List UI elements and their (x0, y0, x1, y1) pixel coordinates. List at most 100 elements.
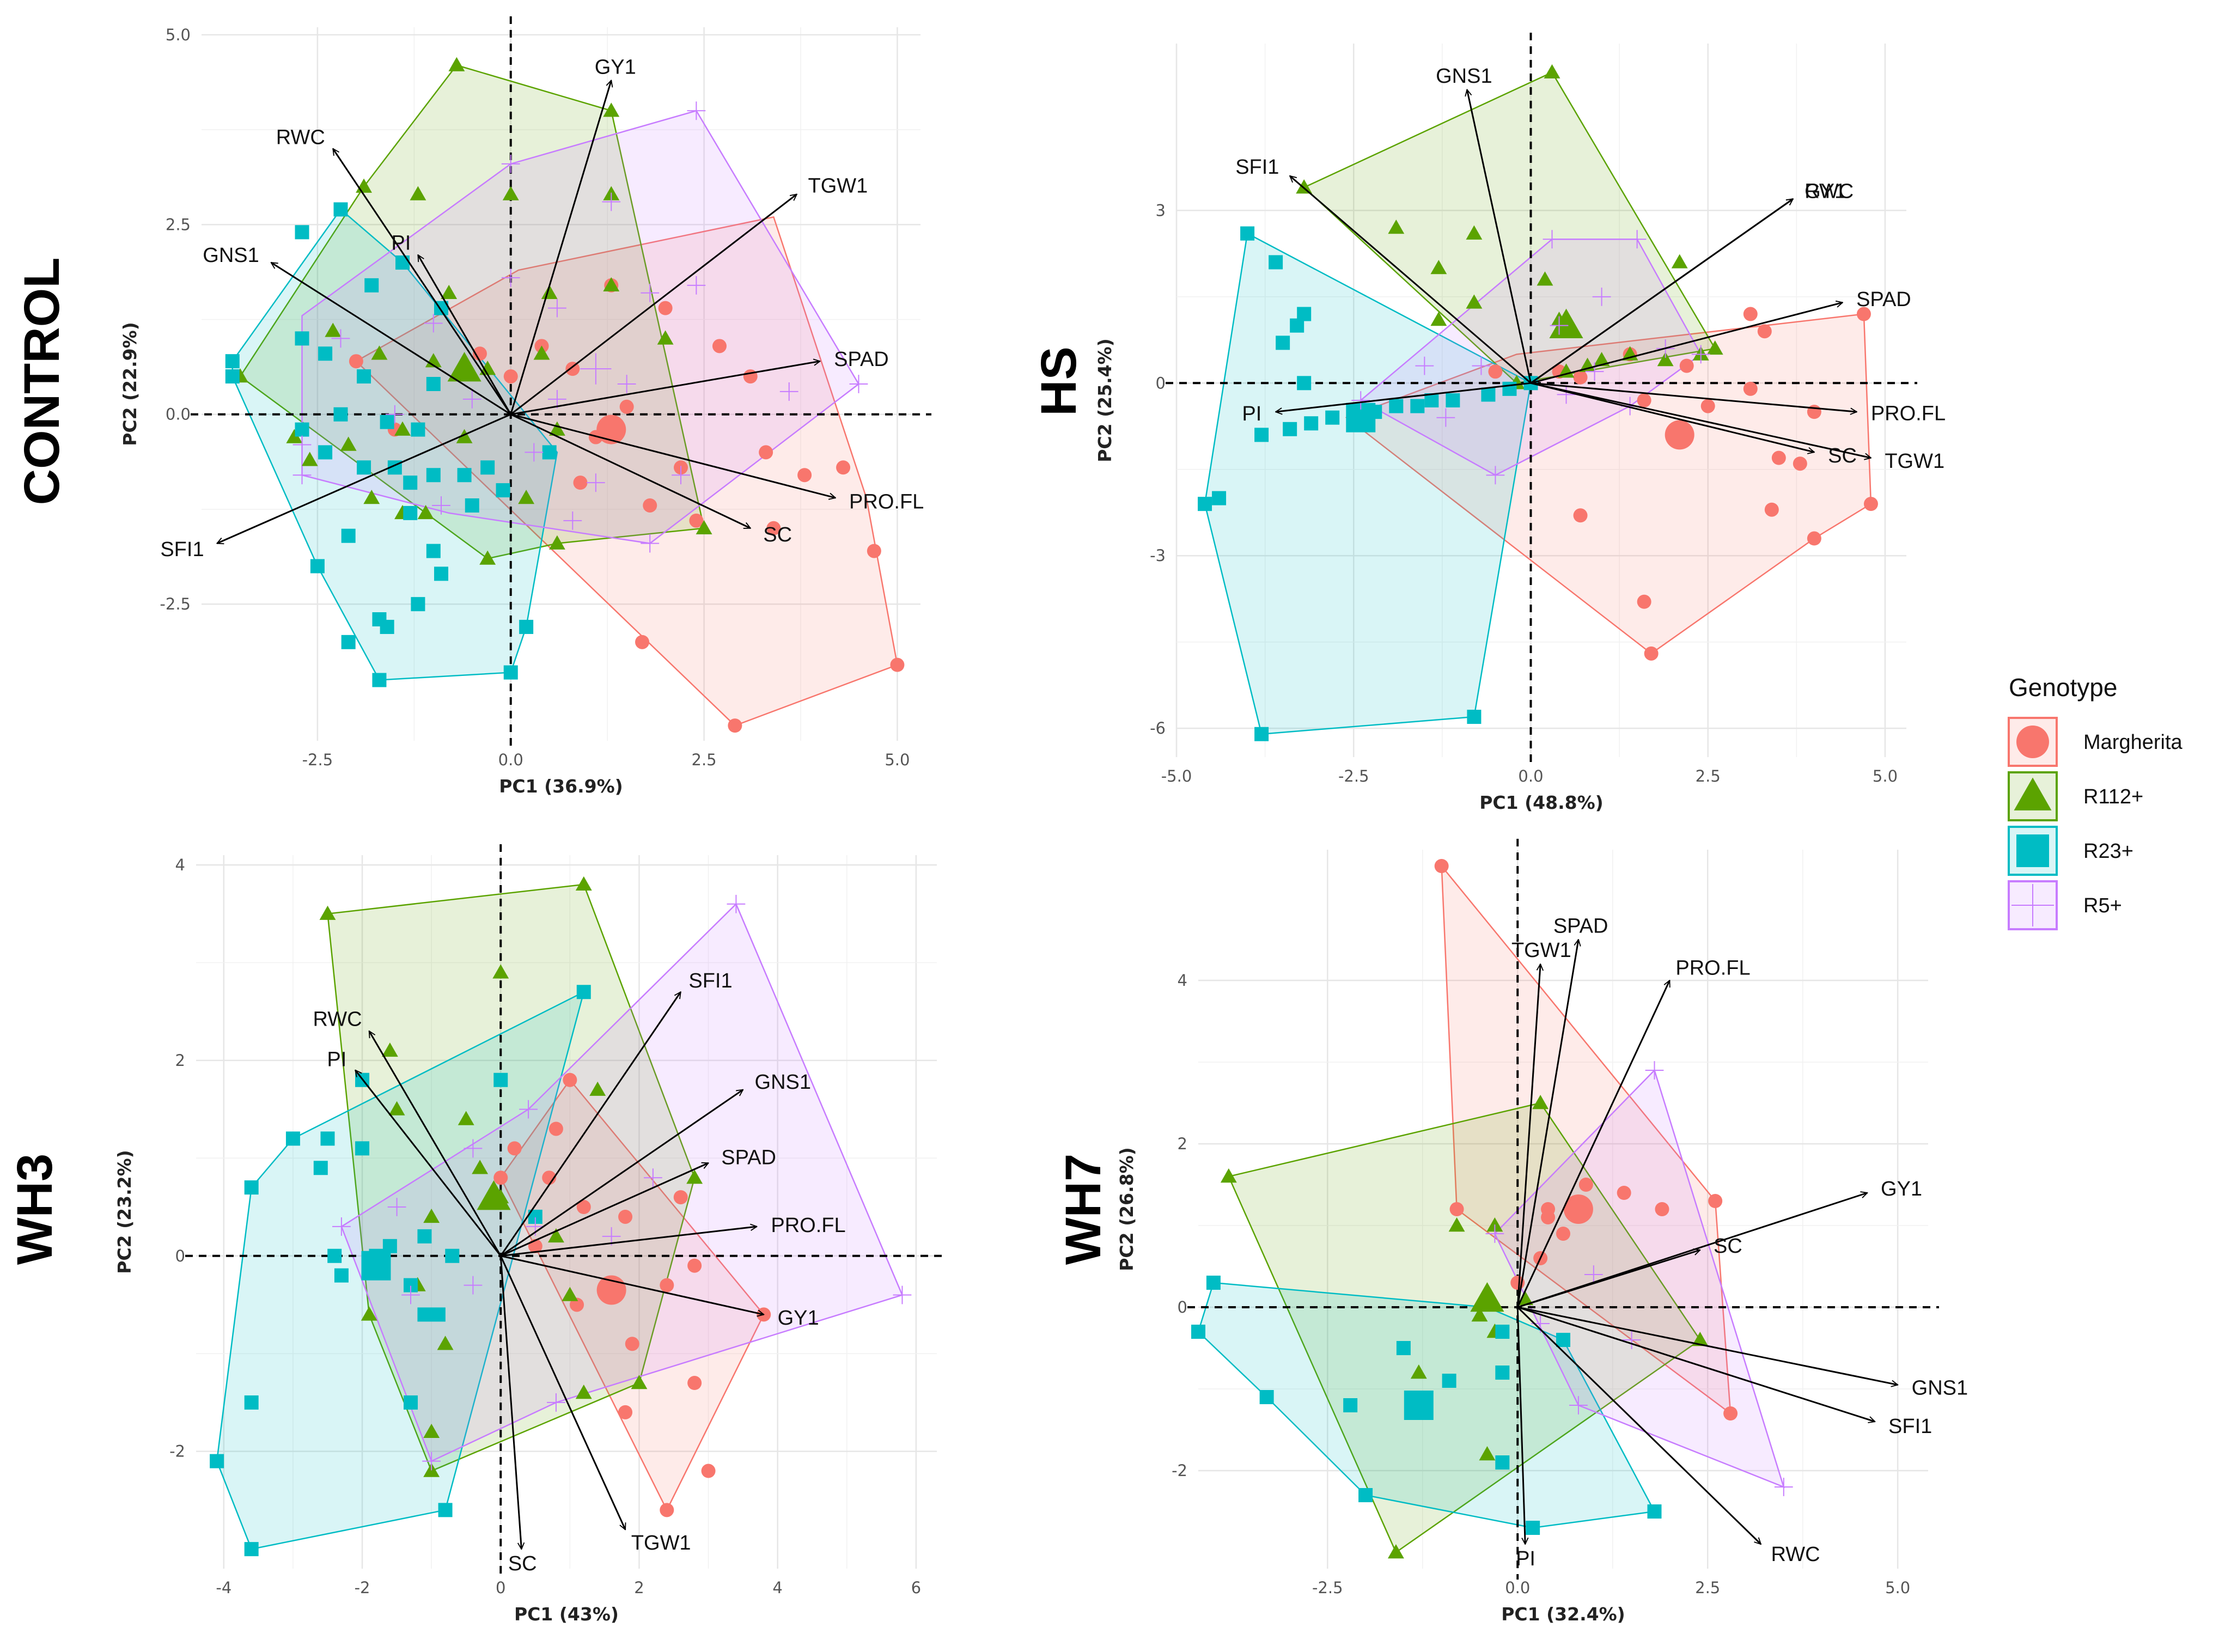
point-r112 (1692, 1332, 1709, 1346)
point-r112 (301, 452, 318, 466)
point-r23 (403, 476, 418, 490)
point-margherita (493, 1171, 508, 1185)
x-tick-label: 2.5 (1695, 1578, 1720, 1597)
legend-label-r23: R23+ (2083, 840, 2133, 863)
point-r23 (411, 597, 425, 612)
point-r23 (1297, 376, 1312, 391)
loading-label-pro-fl: PRO.FL (771, 1214, 845, 1237)
loading-arrow-pi (355, 1070, 502, 1257)
point-margherita (890, 657, 905, 672)
point-r23 (210, 1454, 224, 1468)
point-r112 (541, 284, 558, 299)
point-margherita (660, 1503, 674, 1517)
point-r23 (1481, 387, 1496, 402)
point-r112 (575, 1385, 592, 1399)
point-r5 (464, 1276, 483, 1295)
point-r23 (1254, 428, 1269, 442)
loading-label-gns1: GNS1 (203, 244, 259, 267)
point-margherita (1617, 1186, 1631, 1200)
point-r23 (355, 1141, 370, 1156)
point-r23 (372, 673, 387, 687)
point-r5 (586, 473, 605, 492)
point-r23 (480, 460, 495, 475)
loading-arrow-gy1 (1530, 198, 1793, 384)
point-r112 (1430, 312, 1447, 326)
loading-arrow-gy1 (500, 1255, 764, 1315)
y-tick-label: 4 (1178, 971, 1187, 990)
point-r5 (687, 101, 706, 120)
point-r23 (426, 544, 441, 558)
y-tick-label: -2 (169, 1442, 185, 1461)
point-r23 (1212, 491, 1227, 505)
point-r112 (325, 322, 342, 337)
point-r112 (437, 1336, 454, 1350)
point-r23 (1467, 710, 1482, 724)
legend-symbol-r112 (2014, 777, 2052, 810)
point-r112 (1387, 1544, 1404, 1559)
point-margherita (563, 1072, 577, 1087)
point-r5 (1569, 1396, 1588, 1415)
point-r5 (548, 389, 566, 409)
point-r23 (542, 445, 557, 460)
point-r5 (332, 1217, 351, 1236)
point-r112 (562, 1287, 578, 1301)
point-margherita (1644, 646, 1659, 661)
legend-symbol-r5 (2011, 884, 2054, 926)
x-tick-label: 5.0 (885, 751, 910, 769)
loading-arrow-spad (1531, 302, 1842, 384)
loading-label-sc: SC (763, 523, 792, 546)
point-r112 (479, 550, 496, 565)
point-r23 (417, 1307, 432, 1322)
point-margherita (1764, 502, 1779, 517)
loading-label-gy1: GY1 (595, 56, 636, 79)
point-r23 (285, 1131, 300, 1146)
point-margherita (1771, 450, 1786, 465)
point-r5 (1774, 1478, 1793, 1496)
y-tick-label: -3 (1150, 546, 1166, 565)
point-r5 (424, 314, 443, 333)
y-tick-label: -2 (1172, 1461, 1187, 1480)
point-r23 (327, 1248, 342, 1263)
point-r5 (641, 534, 660, 553)
point-r112 (1537, 271, 1553, 286)
point-r23 (1495, 1455, 1510, 1470)
point-r5 (525, 443, 544, 462)
centroid-r112 (1549, 308, 1583, 338)
legend-label-r112: R112+ (2083, 785, 2143, 808)
loading-arrow-sc (510, 413, 751, 529)
loading-label-gns1: GNS1 (1436, 65, 1492, 88)
y-tick-label: -2.5 (160, 595, 191, 613)
point-margherita (1856, 307, 1871, 321)
x-tick-label: -2.5 (302, 751, 333, 769)
point-r5 (893, 1285, 912, 1304)
point-margherita (507, 1141, 522, 1156)
point-r112 (1558, 363, 1575, 378)
loading-arrow-tgw1 (499, 1255, 625, 1529)
point-r23 (1254, 727, 1269, 741)
point-r23 (1389, 399, 1404, 413)
point-r5 (1486, 466, 1505, 485)
point-r112 (548, 421, 565, 436)
point-r112 (1517, 1291, 1534, 1306)
point-r112 (448, 57, 465, 71)
loading-arrow-spad (1516, 940, 1578, 1308)
point-r112 (547, 1228, 564, 1243)
point-r5 (1436, 408, 1455, 427)
loading-label-tgw1: TGW1 (1511, 939, 1571, 962)
point-margherita (1573, 508, 1588, 523)
y-tick-label: 0 (1178, 1298, 1187, 1316)
x-tick-label: 2.5 (1696, 767, 1721, 785)
loading-arrow-rwc (368, 1031, 502, 1257)
point-margherita (728, 718, 742, 733)
y-axis-title: PC2 (26.8%) (1116, 1147, 1137, 1271)
point-margherita (797, 468, 812, 483)
point-margherita (1757, 324, 1772, 339)
panel-title-control: CONTROL (14, 258, 70, 505)
loading-label-sfi1: SFI1 (1888, 1415, 1932, 1438)
point-margherita (658, 301, 673, 315)
point-margherita (625, 1337, 639, 1351)
point-margherita (867, 544, 881, 558)
point-r112 (286, 429, 303, 443)
point-r5 (602, 192, 621, 211)
